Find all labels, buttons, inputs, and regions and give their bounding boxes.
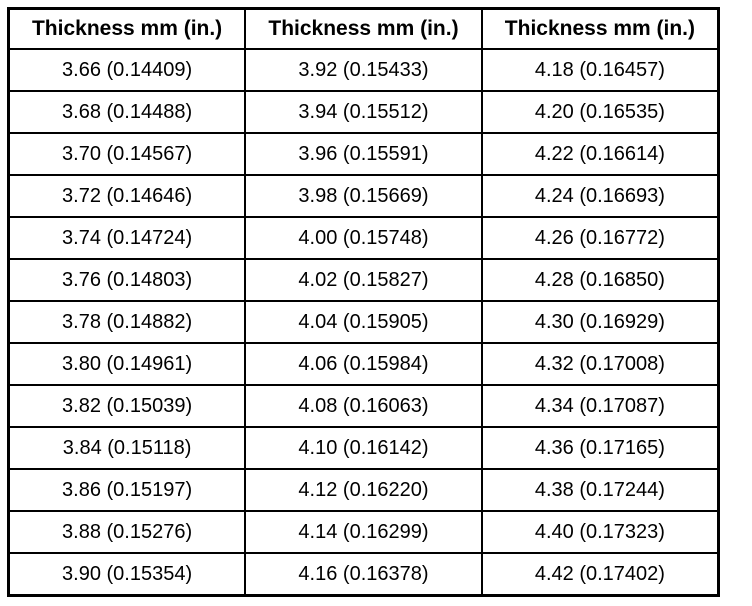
table-row: 3.66 (0.14409) 3.92 (0.15433) 4.18 (0.1645…	[7, 48, 720, 92]
table-cell: 3.88 (0.15276)	[7, 510, 247, 554]
table-cell: 3.66 (0.14409)	[7, 48, 247, 92]
header-cell: Thickness mm (in.)	[244, 7, 483, 50]
table-cell: 3.68 (0.14488)	[7, 90, 247, 134]
table-cell: 3.84 (0.15118)	[7, 426, 247, 470]
table-cell: 3.90 (0.15354)	[7, 552, 247, 597]
table-row: 3.68 (0.14488) 3.94 (0.15512) 4.20 (0.1653…	[7, 90, 720, 134]
table-cell: 3.98 (0.15669)	[244, 174, 483, 218]
table-cell: 4.02 (0.15827)	[244, 258, 483, 302]
table-cell: 4.40 (0.17323)	[480, 510, 720, 554]
table-cell: 4.10 (0.16142)	[244, 426, 483, 470]
table-row: 3.72 (0.14646) 3.98 (0.15669) 4.24 (0.1669…	[7, 174, 720, 218]
table-row: 3.82 (0.15039) 4.08 (0.16063) 4.34 (0.1708…	[7, 384, 720, 428]
table-cell: 4.20 (0.16535)	[480, 90, 720, 134]
table-row: 3.78 (0.14882) 4.04 (0.15905) 4.30 (0.1692…	[7, 300, 720, 344]
header-row: Thickness mm (in.) Thickness mm (in.) Thic…	[7, 7, 720, 50]
table-body: 3.66 (0.14409) 3.92 (0.15433) 4.18 (0.1645…	[7, 48, 720, 597]
table-cell: 3.82 (0.15039)	[7, 384, 247, 428]
header-cell: Thickness mm (in.)	[7, 7, 247, 50]
table-row: 3.76 (0.14803) 4.02 (0.15827) 4.28 (0.1685…	[7, 258, 720, 302]
table-cell: 3.76 (0.14803)	[7, 258, 247, 302]
table-cell: 4.28 (0.16850)	[480, 258, 720, 302]
table-row: 3.84 (0.15118) 4.10 (0.16142) 4.36 (0.1716…	[7, 426, 720, 470]
table-cell: 4.16 (0.16378)	[244, 552, 483, 597]
header-cell: Thickness mm (in.)	[480, 7, 720, 50]
table-cell: 3.72 (0.14646)	[7, 174, 247, 218]
table-cell: 4.34 (0.17087)	[480, 384, 720, 428]
table-cell: 3.74 (0.14724)	[7, 216, 247, 260]
table-row: 3.86 (0.15197) 4.12 (0.16220) 4.38 (0.1724…	[7, 468, 720, 512]
table-cell: 4.32 (0.17008)	[480, 342, 720, 386]
table-cell: 4.08 (0.16063)	[244, 384, 483, 428]
table-row: 3.74 (0.14724) 4.00 (0.15748) 4.26 (0.1677…	[7, 216, 720, 260]
table-cell: 4.04 (0.15905)	[244, 300, 483, 344]
table-cell: 4.18 (0.16457)	[480, 48, 720, 92]
table-cell: 4.30 (0.16929)	[480, 300, 720, 344]
table-cell: 4.00 (0.15748)	[244, 216, 483, 260]
table-cell: 4.14 (0.16299)	[244, 510, 483, 554]
table-row: 3.70 (0.14567) 3.96 (0.15591) 4.22 (0.1661…	[7, 132, 720, 176]
table-cell: 4.06 (0.15984)	[244, 342, 483, 386]
table-cell: 4.26 (0.16772)	[480, 216, 720, 260]
table-cell: 4.38 (0.17244)	[480, 468, 720, 512]
thickness-table: Thickness mm (in.) Thickness mm (in.) Thic…	[7, 7, 720, 597]
table-cell: 4.42 (0.17402)	[480, 552, 720, 597]
table-cell: 3.96 (0.15591)	[244, 132, 483, 176]
table-cell: 3.86 (0.15197)	[7, 468, 247, 512]
table-cell: 4.24 (0.16693)	[480, 174, 720, 218]
table-cell: 4.36 (0.17165)	[480, 426, 720, 470]
table-row: 3.88 (0.15276) 4.14 (0.16299) 4.40 (0.1732…	[7, 510, 720, 554]
table-cell: 4.12 (0.16220)	[244, 468, 483, 512]
table-row: 3.90 (0.15354) 4.16 (0.16378) 4.42 (0.1740…	[7, 552, 720, 597]
table-cell: 4.22 (0.16614)	[480, 132, 720, 176]
table-cell: 3.78 (0.14882)	[7, 300, 247, 344]
table-row: 3.80 (0.14961) 4.06 (0.15984) 4.32 (0.1700…	[7, 342, 720, 386]
table-cell: 3.92 (0.15433)	[244, 48, 483, 92]
table-cell: 3.94 (0.15512)	[244, 90, 483, 134]
table-cell: 3.70 (0.14567)	[7, 132, 247, 176]
table-cell: 3.80 (0.14961)	[7, 342, 247, 386]
